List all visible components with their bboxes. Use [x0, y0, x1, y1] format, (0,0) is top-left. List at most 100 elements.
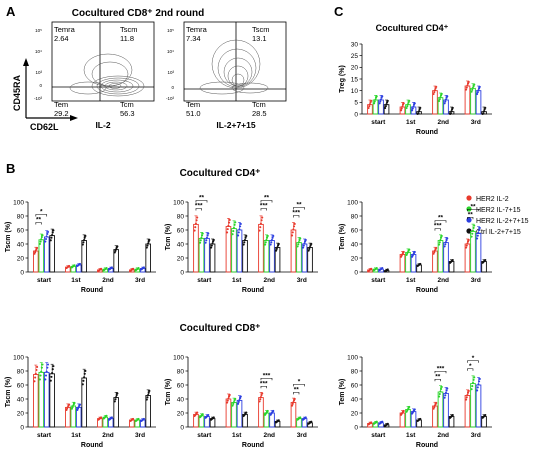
data-point: [81, 243, 84, 246]
data-point: [482, 112, 485, 115]
data-point: [40, 370, 43, 373]
flow-tick: 10⁴: [35, 49, 42, 54]
y-tick-label: 40: [17, 241, 25, 248]
significance-label: ***: [260, 380, 268, 387]
data-point: [271, 236, 274, 239]
data-point: [482, 110, 486, 113]
data-point: [384, 106, 387, 110]
y-tick-label: 25: [351, 53, 359, 60]
data-point: [411, 107, 414, 110]
data-point: [445, 239, 448, 242]
data-point: [473, 83, 476, 86]
data-point: [466, 393, 469, 397]
data-point: [270, 241, 273, 244]
significance-bracket: [195, 200, 208, 203]
x-tick-label: 1st: [406, 119, 416, 126]
data-point: [379, 98, 383, 101]
flow-plot-il2-7-15: Temra 7.34 Tscm 13.1 Tem 51.0 Tcm 28.5 1…: [166, 21, 287, 130]
data-point: [261, 392, 264, 395]
data-point: [39, 240, 42, 243]
data-point: [51, 368, 54, 371]
flow-y-axis-label: CD45RA: [12, 74, 22, 111]
data-point: [438, 395, 441, 398]
y-tick-label: 15: [351, 76, 359, 83]
significance-bracket: [293, 384, 305, 387]
data-point: [433, 89, 436, 92]
bar: [49, 373, 55, 428]
data-point: [228, 393, 231, 397]
data-point: [115, 394, 118, 397]
data-point: [258, 229, 261, 232]
data-point: [82, 241, 85, 244]
significance-label: ***: [263, 372, 271, 379]
x-tick-label: 2nd: [437, 432, 449, 439]
data-point: [400, 109, 403, 112]
flow-plot-label: IL-2+7+15: [216, 120, 255, 130]
data-point: [370, 99, 373, 102]
y-tick-label: 40: [351, 241, 359, 248]
data-point: [83, 236, 86, 239]
data-point: [386, 268, 389, 271]
data-point: [44, 374, 48, 377]
data-point: [40, 235, 43, 239]
gate-name-tcm: Tcm: [120, 100, 134, 109]
data-point: [145, 398, 148, 401]
significance-label: *: [40, 209, 43, 216]
data-point: [272, 234, 275, 238]
data-point: [451, 258, 454, 262]
data-point: [269, 243, 272, 246]
significance-label: **: [468, 211, 474, 218]
data-point: [145, 246, 148, 249]
data-point: [100, 416, 103, 419]
data-point: [265, 238, 268, 242]
data-point: [297, 243, 300, 246]
data-point: [46, 230, 50, 234]
data-point: [239, 395, 242, 398]
x-tick-label: 3rd: [297, 432, 307, 439]
data-point: [293, 222, 296, 226]
y-tick-label: 0: [20, 424, 24, 431]
gate-value-tcm: 28.5: [252, 109, 267, 118]
data-point: [467, 80, 470, 84]
data-point: [266, 236, 269, 239]
x-axis-label: Round: [81, 287, 103, 294]
data-point: [35, 368, 38, 372]
flow-plot-label: IL-2: [95, 120, 110, 130]
title-panel-a: Cocultured CD8⁺ 2nd round: [72, 8, 205, 19]
y-tick-label: 40: [177, 241, 185, 248]
title-cd8: Cocultured CD8⁺: [180, 323, 261, 334]
data-point: [237, 231, 240, 234]
title-cd4: Cocultured CD4⁺: [180, 168, 261, 179]
data-point: [477, 383, 480, 386]
data-point: [227, 224, 230, 227]
data-point: [239, 225, 242, 228]
flow-plot-frame: [183, 21, 287, 102]
data-point: [476, 237, 479, 240]
data-point: [36, 365, 39, 368]
significance-label: **: [438, 215, 444, 222]
data-point: [270, 238, 274, 242]
data-point: [110, 416, 114, 419]
data-point: [440, 387, 443, 391]
data-point: [400, 107, 403, 110]
data-point: [413, 250, 416, 254]
y-tick-label: 60: [177, 382, 185, 389]
data-point: [473, 376, 476, 379]
data-point: [205, 236, 209, 239]
data-point: [297, 241, 300, 244]
data-point: [38, 242, 41, 246]
x-tick-label: start: [371, 432, 386, 439]
significance-bracket: [434, 228, 441, 231]
data-point: [116, 392, 119, 395]
data-point: [194, 226, 197, 229]
data-point: [260, 394, 263, 397]
data-point: [39, 374, 42, 377]
y-tick-label: 20: [177, 255, 185, 262]
gate-name-temra: Temra: [186, 25, 208, 34]
data-point: [291, 231, 294, 234]
data-point: [467, 391, 470, 394]
data-point: [51, 234, 54, 237]
data-point: [232, 402, 235, 405]
data-point: [433, 91, 436, 94]
data-point: [292, 228, 295, 231]
